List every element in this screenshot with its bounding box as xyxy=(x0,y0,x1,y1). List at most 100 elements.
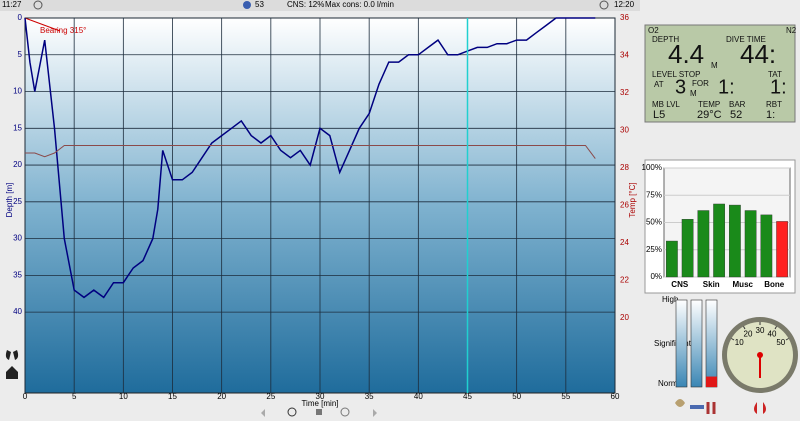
x-tick-label: Skin xyxy=(703,280,720,289)
temperature-line xyxy=(25,145,596,159)
dial-tick-label: 40 xyxy=(768,329,777,338)
lcd-display: O2 N2 DEPTH 4.4 M DIVE TIME 44: LEVEL ST… xyxy=(644,24,797,123)
gauge-tube xyxy=(705,299,718,388)
x-tick-label: 5 xyxy=(72,392,77,401)
y-tick-label: 35 xyxy=(13,270,22,279)
bearing-line xyxy=(24,17,61,32)
y2-tick-label: 26 xyxy=(620,201,629,210)
start-time: 11:27 xyxy=(2,0,22,9)
dial-tick-label: 10 xyxy=(735,338,744,347)
bar xyxy=(666,240,678,278)
bar xyxy=(713,203,725,278)
y-tick-label: 0% xyxy=(650,272,662,281)
y2-tick-label: 22 xyxy=(620,276,629,285)
lcd-label: LEVEL STOP xyxy=(652,70,700,79)
y-tick-label: 0 xyxy=(18,13,23,22)
end-time: 12:20 xyxy=(614,0,635,9)
y-tick-label: 25% xyxy=(646,245,662,254)
x-tick-label: 50 xyxy=(512,392,521,401)
x-tick-label: 45 xyxy=(463,392,472,401)
lcd-n2: N2 xyxy=(786,26,797,35)
lcd-o2: O2 xyxy=(648,26,659,35)
x-tick-label: 15 xyxy=(168,392,177,401)
lcd-stop-depth: 3 xyxy=(675,76,686,98)
x-tick-label: 0 xyxy=(23,392,28,401)
bar xyxy=(681,219,694,278)
zoom-reset[interactable] xyxy=(316,409,322,415)
y-tick-label: 40 xyxy=(13,307,22,316)
y2-tick-label: 32 xyxy=(620,88,629,97)
lcd-dive-time: 44: xyxy=(740,39,776,69)
gauge-level xyxy=(706,376,717,387)
lung-icon xyxy=(5,350,19,360)
lcd-tat: 1: xyxy=(770,76,787,98)
tissue: 53 xyxy=(255,0,264,9)
y-tick-label: 10 xyxy=(13,87,22,96)
bar xyxy=(776,221,788,278)
y-tick-label: 15 xyxy=(13,123,22,132)
x-tick-label: 60 xyxy=(611,392,620,401)
lcd-label: TEMP xyxy=(698,100,720,109)
y-tick-label: 25 xyxy=(13,197,22,206)
lcd-label: DIVE TIME xyxy=(726,35,766,44)
clock-icon xyxy=(599,0,609,10)
x-tick-label: 10 xyxy=(119,392,128,401)
x-axis-title: Time [min] xyxy=(301,399,338,408)
x-tick-label: Bone xyxy=(764,280,785,289)
y-tick-label: 75% xyxy=(646,190,662,199)
y2-tick-label: 36 xyxy=(620,13,629,22)
zoom-out[interactable] xyxy=(340,407,350,417)
dial-tick xyxy=(731,338,735,341)
lcd-mb: L5 xyxy=(653,109,665,121)
gauge-label: Normal xyxy=(658,379,684,388)
x-tick-label: 35 xyxy=(365,392,374,401)
x-tick-label: 30 xyxy=(316,392,325,401)
lcd-bar: 52 xyxy=(730,109,742,121)
y2-tick-label: 34 xyxy=(620,51,629,60)
bearing-annotation: Bearing 315° xyxy=(40,26,86,35)
lcd-rbt: 1: xyxy=(766,109,775,121)
lcd-stop-time: 1: xyxy=(718,76,735,98)
max-cons: Max cons: 0.0 l/min xyxy=(325,0,394,9)
prev-button[interactable] xyxy=(261,409,265,417)
y-tick-label: 100% xyxy=(642,163,662,172)
lcd-depth: 4.4 xyxy=(668,39,704,69)
dial-tick xyxy=(774,326,777,330)
lcd-label: MB LVL xyxy=(652,100,680,109)
gauge-panel: High Significant Normal xyxy=(654,295,798,414)
dial-tick-label: 20 xyxy=(744,329,753,338)
body-icon xyxy=(706,402,716,414)
gauge-label: High xyxy=(662,295,678,304)
x-tick-label: 55 xyxy=(561,392,570,401)
bar xyxy=(697,210,710,278)
lcd-label: BAR xyxy=(729,100,746,109)
y-tick-label: 5 xyxy=(18,50,23,59)
y-axis-title: Depth [m] xyxy=(5,183,14,218)
nav-controls[interactable] xyxy=(261,407,377,417)
lcd-label: TAT xyxy=(768,70,782,79)
y2-tick-label: 28 xyxy=(620,163,629,172)
bar xyxy=(760,214,773,278)
lcd-temp: 29°C xyxy=(697,109,722,121)
bar xyxy=(729,204,741,278)
bar xyxy=(744,210,757,278)
header-bar xyxy=(0,0,640,11)
x-tick-label: 40 xyxy=(414,392,423,401)
lcd-label: RBT xyxy=(766,100,782,109)
cns: CNS: 12% xyxy=(287,0,324,9)
compass-icon xyxy=(33,0,43,10)
next-button[interactable] xyxy=(373,409,377,417)
zoom-in[interactable] xyxy=(287,407,297,417)
lung-icons xyxy=(5,350,19,379)
lcd-label: AT xyxy=(654,80,664,89)
depth-line xyxy=(24,17,596,299)
x-tick-label: 20 xyxy=(217,392,226,401)
home-icon xyxy=(6,366,18,379)
lcd-screen xyxy=(644,24,796,123)
y-tick-label: 30 xyxy=(13,234,22,243)
y2-tick-label: 20 xyxy=(620,313,629,322)
y-tick-label: 20 xyxy=(13,160,22,169)
y2-tick-label: 24 xyxy=(620,238,629,247)
lcd-label: FOR xyxy=(692,79,709,88)
